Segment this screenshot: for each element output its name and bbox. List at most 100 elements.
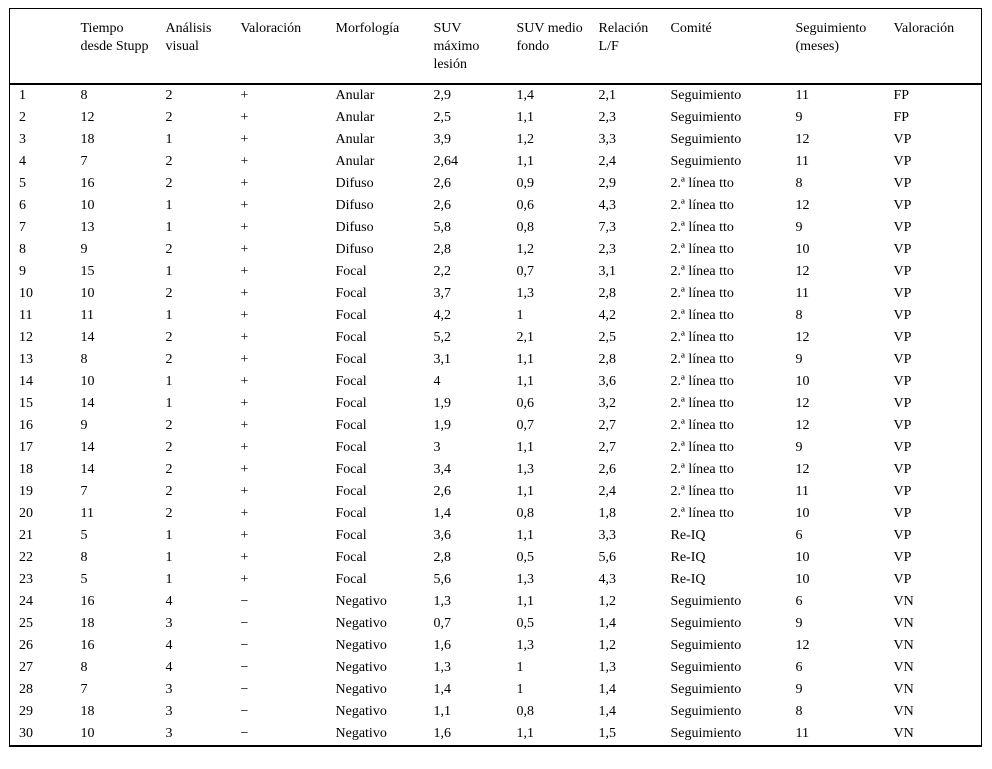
table-cell: 0,8	[516, 704, 535, 719]
table-cell: 1,2	[516, 242, 535, 257]
table-cell: 12	[795, 264, 810, 279]
table-cell: 2,3	[598, 110, 617, 125]
table-cell: +	[240, 484, 249, 499]
table-cell: 4,2	[433, 308, 452, 323]
table-cell: Re-IQ	[670, 550, 706, 565]
row-number-cell: 27	[19, 660, 33, 675]
table-row: 26 16 4 − Negativo 1,6 1,3 1,2 Seguimiento 12 VN	[10, 635, 982, 657]
table-cell: 1,6	[433, 638, 452, 653]
row-number-cell: 24	[19, 594, 33, 609]
table-row: 3 18 1 + Anular 3,9 1,2 3,3 Seguimiento 12 VP	[10, 129, 982, 151]
table-row: 20 11 2 + Focal 1,4 0,8 1,8 2.ª línea tto 10 VP	[10, 503, 982, 525]
table-cell: −	[240, 660, 249, 675]
table-cell: Seguimiento	[670, 660, 742, 675]
table-cell: 11	[80, 506, 94, 521]
table-cell: Seguimiento	[670, 88, 742, 103]
table-row: 11 11 1 + Focal 4,2 1 4,2 2.ª línea tto 8 VP	[10, 305, 982, 327]
table-cell: 9	[795, 352, 803, 367]
table-cell: 1,3	[516, 638, 535, 653]
table-cell: 2,4	[598, 154, 617, 169]
table-cell: +	[240, 396, 249, 411]
table-cell: 12	[795, 396, 810, 411]
row-number-cell: 21	[19, 528, 33, 543]
table-cell: 2.ª línea tto	[670, 352, 734, 367]
table-cell: +	[240, 572, 249, 587]
table-cell: 12	[795, 198, 810, 213]
table-cell: 1	[516, 660, 524, 675]
table-cell: 12	[795, 638, 810, 653]
row-number-cell: 25	[19, 616, 33, 631]
column-header: Análisis visual	[156, 8, 232, 85]
table-cell: VP	[893, 220, 912, 235]
table-cell: 3,1	[433, 352, 452, 367]
table-cell: 1	[165, 220, 173, 235]
table-cell: Seguimiento	[670, 594, 742, 609]
table-cell: 1,4	[516, 88, 535, 103]
table-cell: VP	[893, 330, 912, 345]
table-row: 17 14 2 + Focal 3 1,1 2,7 2.ª línea tto 9 VP	[10, 437, 982, 459]
table-cell: +	[240, 462, 249, 477]
table-cell: 1,2	[516, 132, 535, 147]
table-cell: 14	[80, 440, 95, 455]
table-cell: Difuso	[335, 198, 374, 213]
table-cell: +	[240, 198, 249, 213]
table-cell: 1	[165, 374, 173, 389]
table-cell: Focal	[335, 286, 367, 301]
table-cell: 12	[795, 462, 810, 477]
table-cell: Re-IQ	[670, 572, 706, 587]
table-cell: 5,8	[433, 220, 452, 235]
table-row: 25 18 3 − Negativo 0,7 0,5 1,4 Seguimiento 9 VN	[10, 613, 982, 635]
table-cell: 8	[80, 88, 88, 103]
table-cell: 2	[165, 418, 173, 433]
table-cell: VP	[893, 132, 912, 147]
table-cell: 2,7	[598, 440, 617, 455]
table-cell: Negativo	[335, 704, 387, 719]
table-row: 14 10 1 + Focal 4 1,1 3,6 2.ª línea tto 10 VP	[10, 371, 982, 393]
table-cell: 14	[80, 396, 95, 411]
column-header: Relación L/F	[589, 8, 662, 85]
table-cell: +	[240, 176, 249, 191]
column-header: Morfología	[326, 8, 425, 85]
table-cell: 3,3	[598, 528, 617, 543]
table-cell: Seguimiento	[670, 638, 742, 653]
table-cell: Seguimiento	[670, 110, 742, 125]
table-row: 10 10 2 + Focal 3,7 1,3 2,8 2.ª línea tto 11 VP	[10, 283, 982, 305]
table-cell: −	[240, 638, 249, 653]
table-cell: 13	[80, 220, 95, 235]
table-cell: 1,4	[433, 506, 452, 521]
table-cell: 3	[433, 440, 441, 455]
table-cell: +	[240, 110, 249, 125]
table-cell: +	[240, 132, 249, 147]
table-cell: Anular	[335, 110, 375, 125]
row-number-cell: 28	[19, 682, 33, 697]
table-cell: 2,4	[598, 484, 617, 499]
table-cell: 1,3	[516, 462, 535, 477]
row-number-cell: 22	[19, 550, 33, 565]
table-cell: VP	[893, 308, 912, 323]
table-cell: 2.ª línea tto	[670, 462, 734, 477]
table-cell: Focal	[335, 352, 367, 367]
table-row: 19 7 2 + Focal 2,6 1,1 2,4 2.ª línea tto 11 VP	[10, 481, 982, 503]
table-cell: Negativo	[335, 616, 387, 631]
row-number-cell: 8	[19, 242, 26, 257]
table-cell: VP	[893, 396, 912, 411]
table-cell: 1,1	[516, 726, 535, 741]
table-row: 4 7 2 + Anular 2,64 1,1 2,4 Seguimiento 11 VP	[10, 151, 982, 173]
table-cell: VP	[893, 264, 912, 279]
table-cell: Negativo	[335, 594, 387, 609]
row-number-column-header	[9, 8, 72, 85]
table-cell: VN	[893, 660, 914, 675]
table-cell: 2.ª línea tto	[670, 330, 734, 345]
table-cell: 1,4	[598, 704, 617, 719]
table-cell: 2	[165, 154, 173, 169]
row-number-cell: 18	[19, 462, 33, 477]
table-cell: 5	[80, 572, 88, 587]
table-row: 27 8 4 − Negativo 1,3 1 1,3 Seguimiento 6 VN	[10, 657, 982, 679]
table-cell: 18	[80, 616, 95, 631]
table-row: 24 16 4 − Negativo 1,3 1,1 1,2 Seguimiento 6 VN	[10, 591, 982, 613]
table-cell: 1,3	[516, 286, 535, 301]
table-cell: VN	[893, 594, 914, 609]
table-cell: 12	[80, 110, 95, 125]
table-cell: −	[240, 726, 249, 741]
table-cell: 1,1	[516, 484, 535, 499]
